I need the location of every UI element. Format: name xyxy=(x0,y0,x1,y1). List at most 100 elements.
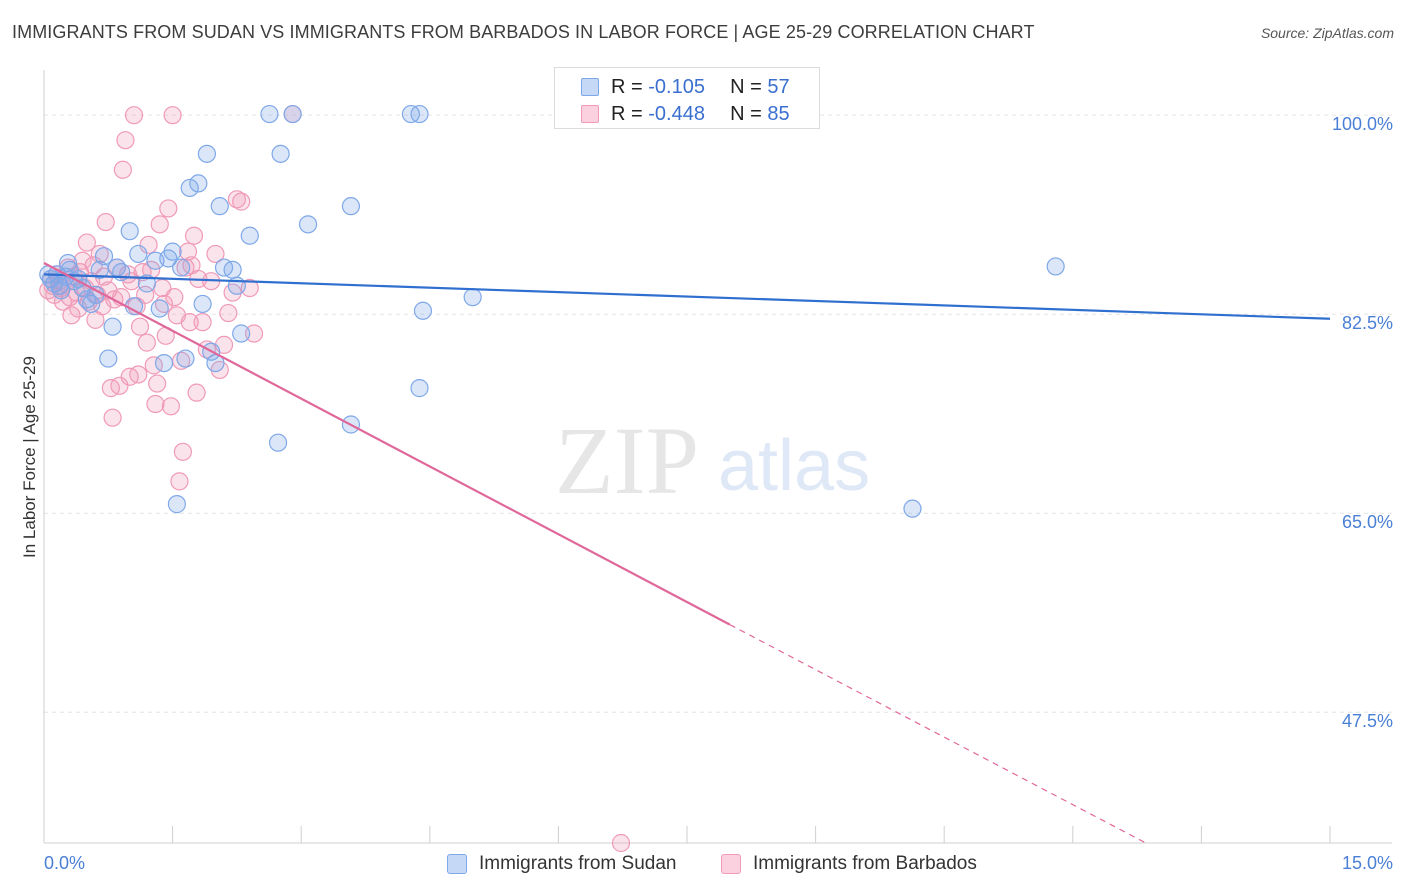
legend-swatch-barbados xyxy=(721,854,741,874)
legend-r-value-barbados: -0.448 xyxy=(648,103,705,125)
sudan-point xyxy=(58,253,78,273)
source-label: Source: ZipAtlas.com xyxy=(1260,25,1394,41)
legend-text-barbados: R = -0.448 N = 85 xyxy=(611,103,790,126)
sudan-point xyxy=(103,317,122,336)
barbados-trend-line xyxy=(43,262,731,626)
sudan-point xyxy=(463,288,482,307)
sudan-point xyxy=(120,222,139,241)
sudan-point xyxy=(413,301,433,320)
barbados-point xyxy=(219,303,238,323)
barbados-point xyxy=(232,192,251,211)
axes xyxy=(43,70,1392,844)
sudan-point xyxy=(99,349,118,368)
barbados-point xyxy=(150,215,169,234)
y-tick-label: 47.5% xyxy=(1342,711,1393,731)
barbados-point xyxy=(206,244,225,264)
barbados-point xyxy=(130,317,150,336)
watermark-atlas: atlas xyxy=(718,426,870,506)
sudan-point xyxy=(260,104,279,124)
legend-n-label: N = xyxy=(730,76,762,98)
sudan-point xyxy=(137,274,156,293)
x-tick-label-max: 15.0% xyxy=(1342,853,1393,873)
barbados-point xyxy=(124,106,144,125)
barbados-point xyxy=(73,251,92,270)
barbados-point xyxy=(136,285,155,304)
barbados-point xyxy=(173,442,192,461)
barbados-point xyxy=(129,365,148,384)
sudan-point xyxy=(189,174,208,193)
watermark-zip: ZIP xyxy=(555,407,699,514)
barbados-point xyxy=(165,288,184,307)
barbados-point xyxy=(159,199,178,218)
sudan-point xyxy=(410,379,429,398)
legend-r-label: R = xyxy=(611,103,643,125)
sudan-point xyxy=(268,433,288,452)
barbados-points xyxy=(39,104,631,853)
barbados-point xyxy=(77,233,96,252)
sudan-point xyxy=(159,249,178,268)
sudan-point xyxy=(298,215,318,234)
barbados-point xyxy=(96,212,115,232)
x-tick-label-min: 0.0% xyxy=(44,853,85,873)
y-tick-label: 65.0% xyxy=(1342,512,1393,532)
legend-label-barbados: Immigrants from Barbados xyxy=(753,853,977,874)
tick-labels: 100.0% 82.5% 65.0% 47.5% 0.0% 15.0% xyxy=(44,114,1393,873)
legend-label-sudan: Immigrants from Sudan xyxy=(479,853,677,874)
legend-n-label: N = xyxy=(730,103,762,125)
sudan-point xyxy=(176,349,195,368)
chart-title: IMMIGRANTS FROM SUDAN VS IMMIGRANTS FROM… xyxy=(12,22,1035,42)
series-legend: Immigrants from Sudan Immigrants from Ba… xyxy=(0,852,1406,878)
sudan-point xyxy=(223,260,242,279)
legend-r-value-sudan: -0.105 xyxy=(648,76,705,98)
barbados-point xyxy=(244,324,264,343)
barbados-point xyxy=(184,226,204,245)
barbados-point xyxy=(611,833,631,853)
stats-legend: R = -0.105 N = 57 R = -0.448 N = 85 xyxy=(554,67,820,129)
barbados-point xyxy=(180,313,199,332)
barbados-point xyxy=(116,131,135,150)
sudan-point xyxy=(410,104,429,124)
sudan-point xyxy=(172,258,191,277)
barbados-point xyxy=(139,235,158,254)
y-tick-label: 82.5% xyxy=(1342,313,1393,333)
barbados-point xyxy=(161,397,180,416)
legend-r-label: R = xyxy=(611,76,643,98)
watermark: ZIP atlas xyxy=(555,407,870,514)
sudan-point xyxy=(210,197,229,216)
barbados-point xyxy=(62,306,81,325)
legend-text-sudan: R = -0.105 N = 57 xyxy=(611,76,790,99)
barbados-point xyxy=(148,374,167,393)
sudan-point xyxy=(193,294,212,314)
y-axis-label: In Labor Force | Age 25-29 xyxy=(20,356,39,558)
y-tick-label: 100.0% xyxy=(1332,114,1393,134)
barbados-trend-extension xyxy=(729,624,1147,844)
barbados-point xyxy=(193,313,212,332)
barbados-point xyxy=(110,376,129,395)
legend-swatch-sudan xyxy=(447,854,467,874)
sudan-point xyxy=(197,144,216,163)
sudan-point xyxy=(283,104,302,124)
legend-swatch-barbados xyxy=(581,105,599,123)
barbados-point xyxy=(170,472,189,491)
barbados-point xyxy=(178,242,198,261)
legend-n-value-barbados: 85 xyxy=(767,103,790,125)
sudan-point xyxy=(94,247,114,266)
sudan-point xyxy=(240,226,259,245)
barbados-point xyxy=(113,160,132,179)
sudan-point xyxy=(180,178,199,198)
sudan-points xyxy=(39,104,1065,518)
sudan-point xyxy=(271,144,290,163)
legend-n-value-sudan: 57 xyxy=(767,76,790,98)
barbados-point xyxy=(103,408,122,427)
sudan-point xyxy=(129,244,148,264)
sudan-point xyxy=(903,499,922,518)
barbados-point xyxy=(187,383,206,402)
sudan-point xyxy=(167,495,186,514)
sudan-point xyxy=(52,281,71,300)
sudan-trend-line xyxy=(43,273,1331,320)
sudan-point xyxy=(1046,257,1065,276)
sudan-point xyxy=(154,353,174,373)
sudan-point xyxy=(82,294,101,314)
trend-lines xyxy=(43,262,1331,844)
